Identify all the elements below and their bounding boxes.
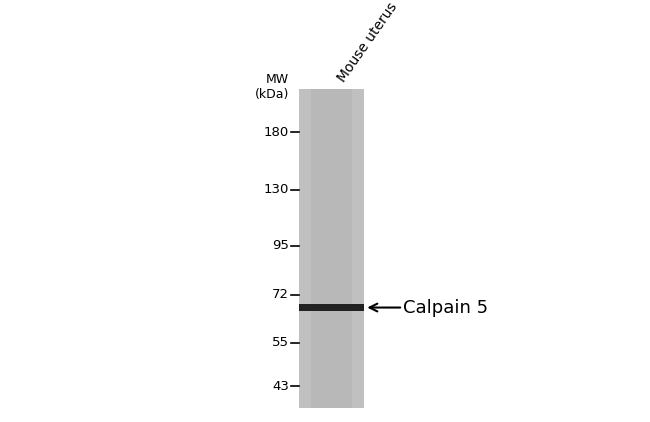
Bar [352,89,364,408]
Text: 55: 55 [272,336,289,349]
Bar [299,304,364,311]
Bar [299,89,364,408]
Text: 43: 43 [272,380,289,393]
Text: 95: 95 [272,239,289,252]
Text: Mouse uterus: Mouse uterus [335,0,400,85]
Text: MW
(kDa): MW (kDa) [255,73,289,101]
Text: 72: 72 [272,288,289,301]
Text: 180: 180 [264,126,289,138]
Text: Calpain 5: Calpain 5 [370,298,488,316]
Text: 130: 130 [264,183,289,196]
Bar [299,89,311,408]
